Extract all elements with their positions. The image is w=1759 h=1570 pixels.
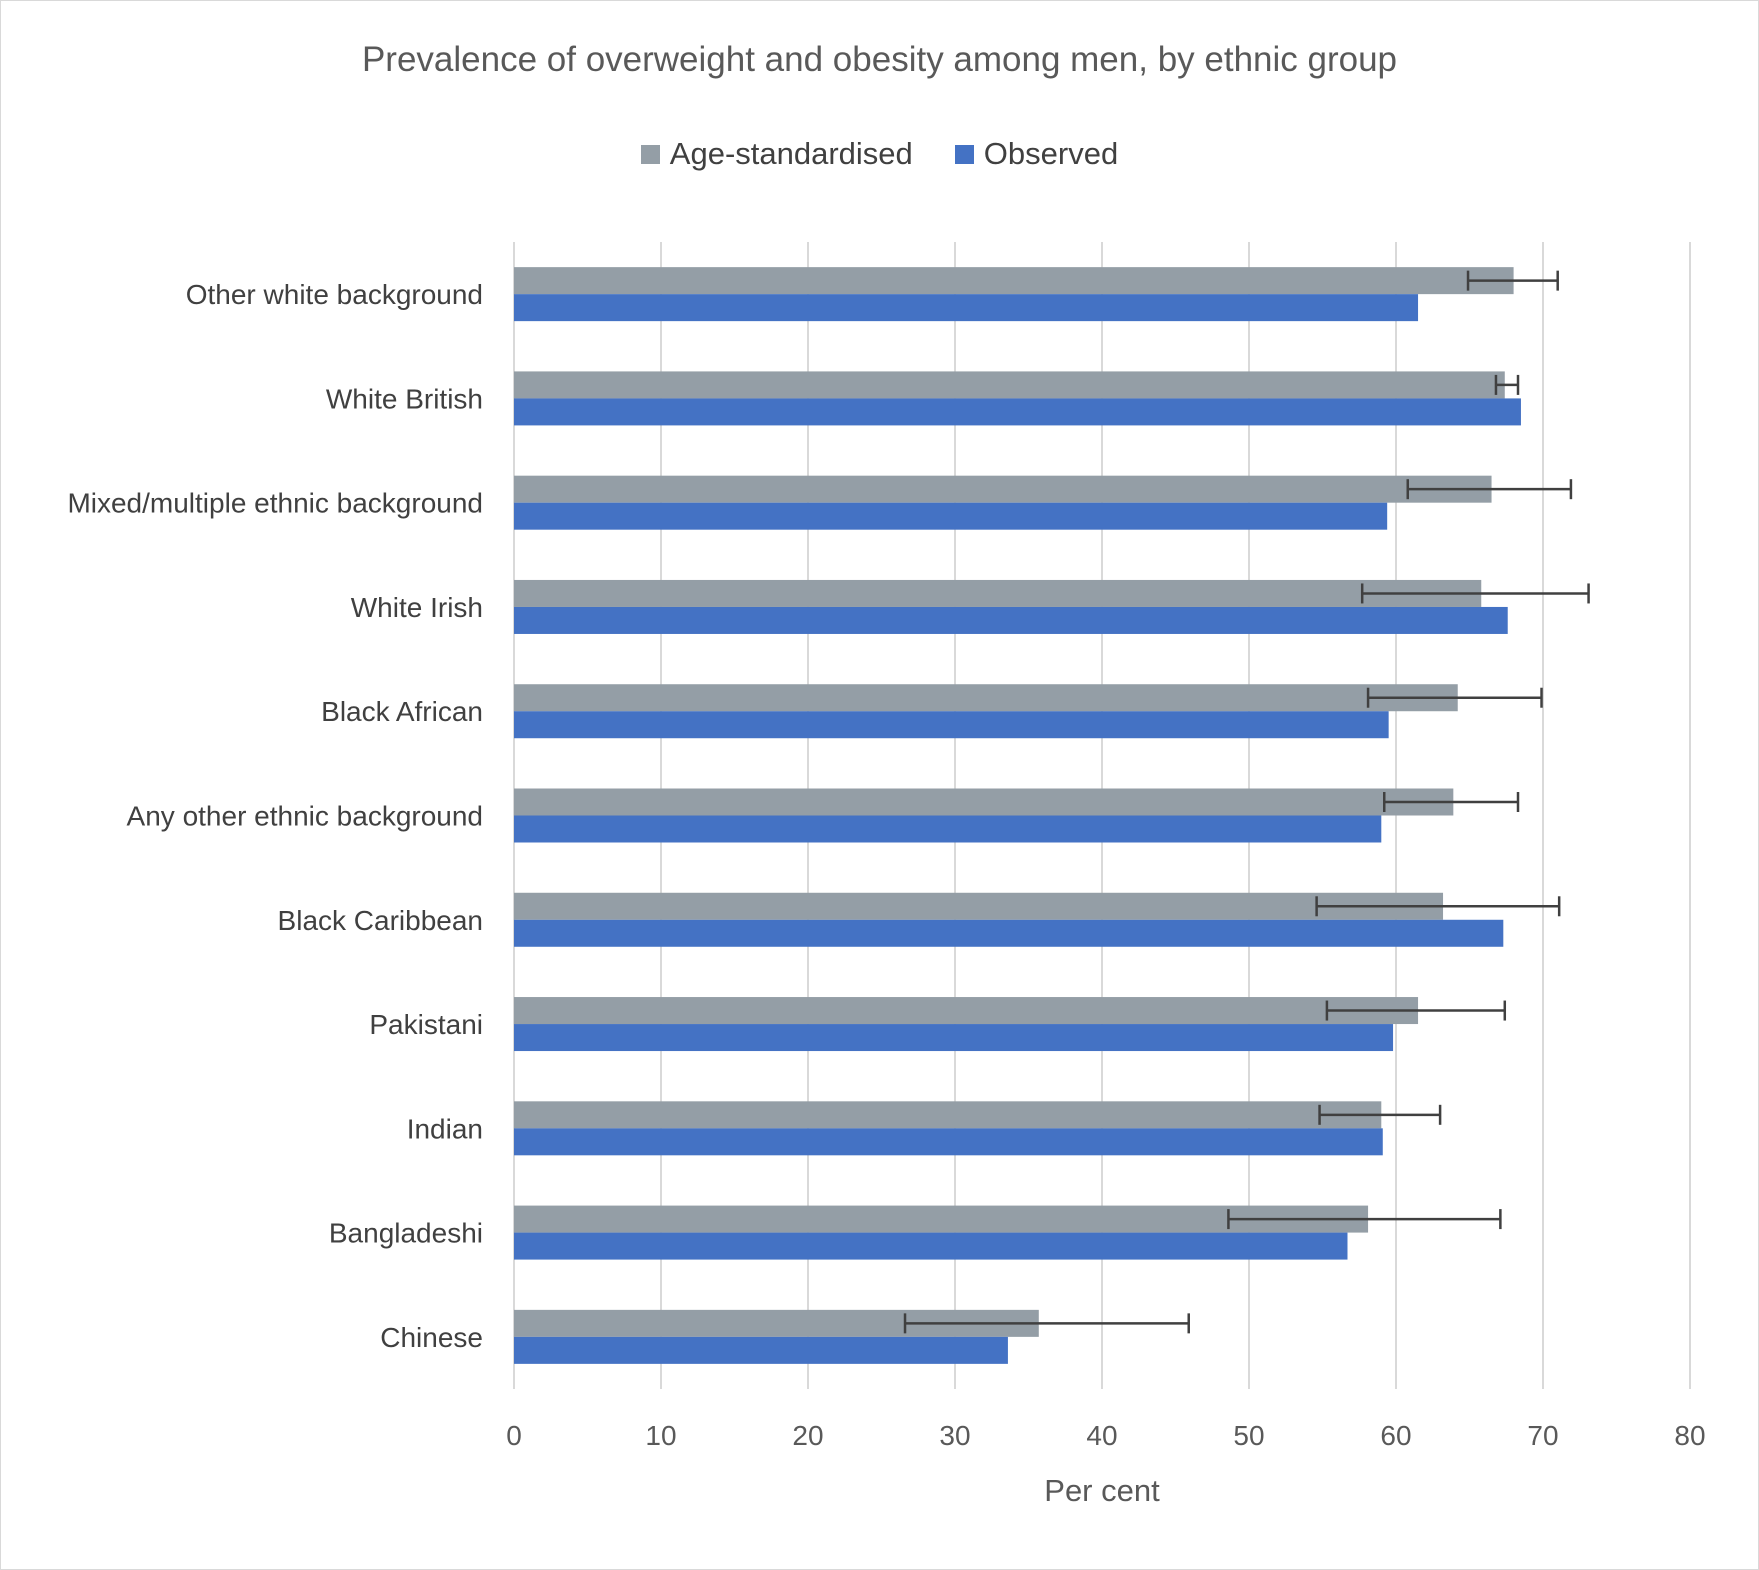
bar-age-standardised-3 — [514, 579, 1482, 607]
category-label-1: White British — [326, 383, 483, 414]
bar-observed-10 — [514, 1336, 1008, 1364]
legend-swatch-age-standardised — [640, 144, 660, 164]
bar-age-standardised-1 — [514, 371, 1505, 399]
category-label-4: Black African — [321, 696, 483, 727]
bar-observed-3 — [514, 606, 1508, 634]
category-label-7: Pakistani — [369, 1009, 483, 1040]
bar-age-standardised-5 — [514, 788, 1454, 816]
x-tick-label-60: 60 — [1380, 1420, 1411, 1451]
x-tick-label-80: 80 — [1674, 1420, 1705, 1451]
x-tick-label-40: 40 — [1086, 1420, 1117, 1451]
x-tick-label-30: 30 — [939, 1420, 970, 1451]
legend-swatch-observed — [954, 144, 974, 164]
bar-age-standardised-0 — [514, 267, 1514, 295]
category-label-5: Any other ethnic background — [127, 801, 483, 832]
legend-label-observed: Observed — [983, 136, 1119, 171]
bar-observed-7 — [514, 1024, 1394, 1052]
bar-observed-5 — [514, 815, 1382, 843]
bar-observed-4 — [514, 711, 1389, 739]
x-tick-label-20: 20 — [792, 1420, 823, 1451]
bar-age-standardised-2 — [514, 475, 1492, 503]
bar-observed-8 — [514, 1128, 1383, 1156]
category-label-6: Black Caribbean — [278, 905, 483, 936]
bar-observed-0 — [514, 294, 1419, 322]
category-label-0: Other white background — [186, 279, 483, 310]
category-label-10: Chinese — [380, 1322, 483, 1353]
x-tick-label-10: 10 — [645, 1420, 676, 1451]
category-label-2: Mixed/multiple ethnic background — [67, 488, 483, 519]
bar-observed-6 — [514, 919, 1504, 947]
category-label-9: Bangladeshi — [329, 1218, 483, 1249]
bar-age-standardised-6 — [514, 892, 1444, 920]
x-tick-label-0: 0 — [506, 1420, 522, 1451]
chart-title: Prevalence of overweight and obesity amo… — [361, 40, 1398, 79]
bar-age-standardised-7 — [514, 997, 1419, 1025]
category-label-3: White Irish — [351, 592, 483, 623]
bar-observed-1 — [514, 398, 1521, 426]
bar-age-standardised-4 — [514, 684, 1458, 712]
category-label-8: Indian — [407, 1113, 483, 1144]
legend-item-observed: Observed — [954, 136, 1119, 172]
bar-age-standardised-8 — [514, 1101, 1382, 1129]
legend-item-age-standardised: Age-standardised — [640, 136, 913, 172]
bar-age-standardised-9 — [514, 1205, 1369, 1233]
x-axis-label: Per cent — [1044, 1473, 1160, 1508]
x-tick-label-70: 70 — [1527, 1420, 1558, 1451]
bar-observed-9 — [514, 1232, 1348, 1260]
x-tick-label-50: 50 — [1233, 1420, 1264, 1451]
bar-observed-2 — [514, 502, 1388, 530]
legend: Age-standardised Observed — [0, 136, 1759, 172]
legend-label-age-standardised: Age-standardised — [669, 136, 913, 171]
